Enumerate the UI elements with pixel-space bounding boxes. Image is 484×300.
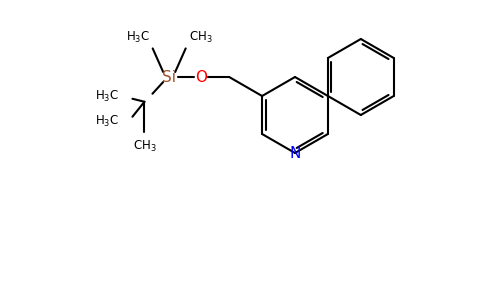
Text: Si: Si [162,70,176,85]
Text: H$_3$C: H$_3$C [95,89,120,104]
Text: N: N [289,146,301,160]
Text: O: O [195,70,207,85]
Text: CH$_3$: CH$_3$ [133,139,156,154]
Text: CH$_3$: CH$_3$ [189,30,212,45]
Text: H$_3$C: H$_3$C [95,114,120,129]
Text: H$_3$C: H$_3$C [125,30,150,45]
